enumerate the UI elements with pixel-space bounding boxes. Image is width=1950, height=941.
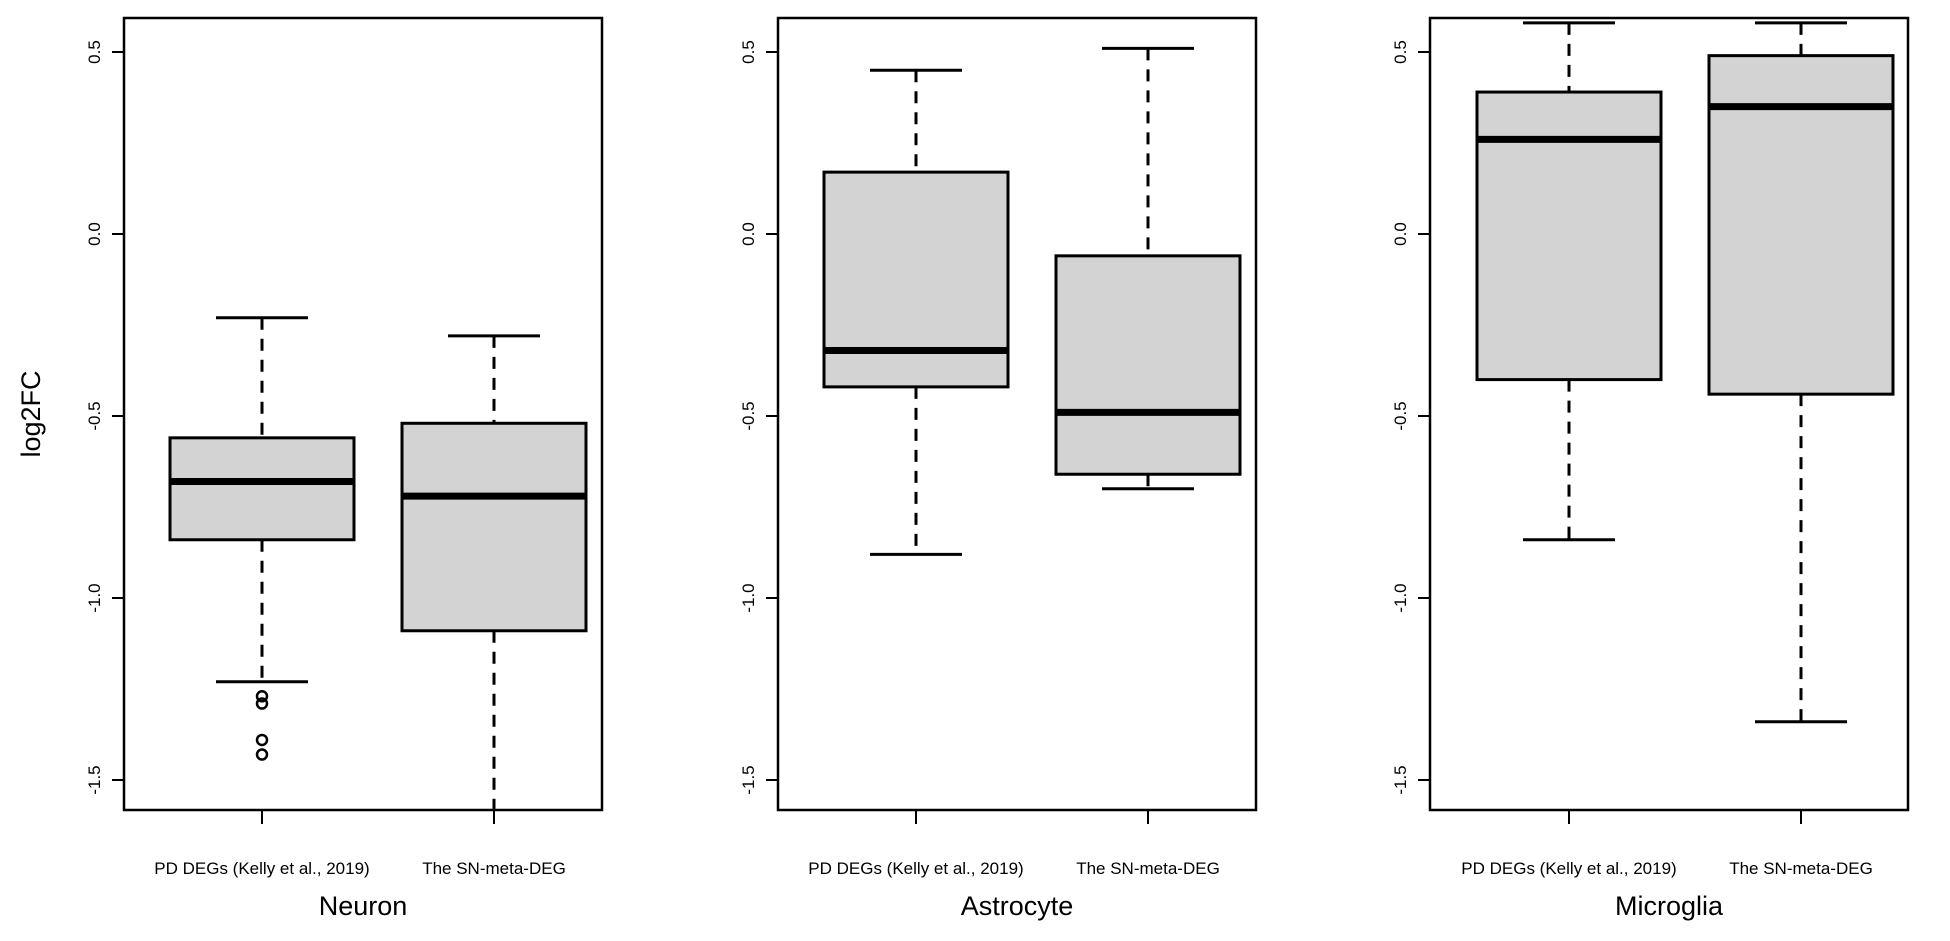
y-tick-label: 0.5 bbox=[739, 40, 758, 64]
x-category-label: The SN-meta-DEG bbox=[422, 859, 566, 878]
iqr-box bbox=[1707, 54, 1895, 396]
y-tick-label: 0.0 bbox=[1391, 222, 1410, 246]
iqr-box bbox=[400, 421, 588, 633]
plot-area bbox=[168, 316, 588, 810]
outlier-point bbox=[255, 697, 269, 710]
y-tick-label: -1.0 bbox=[739, 583, 758, 612]
panel-0: -1.5 -1.0 -0.5 0.0 0.5 PD DEGs (Kelly et al.,… bbox=[16, 16, 604, 921]
iqr-box bbox=[1475, 90, 1663, 382]
y-tick-label: -1.5 bbox=[739, 765, 758, 794]
outlier-point bbox=[255, 733, 269, 747]
x-category-label: The SN-meta-DEG bbox=[1729, 859, 1873, 878]
panel-2: -1.5 -1.0 -0.5 0.0 0.5 PD DEGs (Kelly et al.,… bbox=[1391, 16, 1910, 921]
box-1 bbox=[1707, 21, 1895, 724]
box-1 bbox=[400, 334, 588, 810]
y-tick-label: -0.5 bbox=[739, 401, 758, 430]
y-tick-label: -0.5 bbox=[1391, 401, 1410, 430]
x-category-label: PD DEGs (Kelly et al., 2019) bbox=[1461, 859, 1676, 878]
y-tick-label: 0.0 bbox=[85, 222, 104, 246]
y-tick-label: -1.0 bbox=[85, 583, 104, 612]
y-tick-label: 0.5 bbox=[85, 40, 104, 64]
x-category-label: PD DEGs (Kelly et al., 2019) bbox=[154, 859, 369, 878]
y-tick-label: -0.5 bbox=[85, 401, 104, 430]
plot-frame bbox=[776, 16, 1258, 812]
x-category-label: PD DEGs (Kelly et al., 2019) bbox=[808, 859, 1023, 878]
panel-title: Microglia bbox=[1615, 891, 1724, 921]
panel-title: Neuron bbox=[319, 891, 408, 921]
box-0 bbox=[1475, 21, 1663, 542]
panel-title: Astrocyte bbox=[961, 891, 1074, 921]
y-tick-label: -1.5 bbox=[85, 765, 104, 794]
plot-frame bbox=[1428, 16, 1910, 812]
iqr-box bbox=[168, 436, 356, 542]
plot-area bbox=[822, 46, 1242, 556]
iqr-box bbox=[1054, 254, 1242, 476]
x-category-label: The SN-meta-DEG bbox=[1076, 859, 1220, 878]
y-tick-label: -1.5 bbox=[1391, 765, 1410, 794]
plot-frame bbox=[122, 16, 604, 812]
box-0 bbox=[822, 68, 1010, 556]
outlier-point bbox=[255, 690, 269, 703]
box-1 bbox=[1054, 46, 1242, 491]
plot-area bbox=[1475, 21, 1895, 724]
box-0 bbox=[168, 316, 356, 761]
outlier-point bbox=[255, 748, 269, 761]
y-tick-label: -1.0 bbox=[1391, 583, 1410, 612]
panel-1: -1.5 -1.0 -0.5 0.0 0.5 PD DEGs (Kelly et al.,… bbox=[739, 16, 1258, 921]
iqr-box bbox=[822, 170, 1010, 389]
y-tick-label: 0.0 bbox=[739, 222, 758, 246]
y-axis-label: log2FC bbox=[16, 370, 46, 457]
y-tick-label: 0.5 bbox=[1391, 40, 1410, 64]
